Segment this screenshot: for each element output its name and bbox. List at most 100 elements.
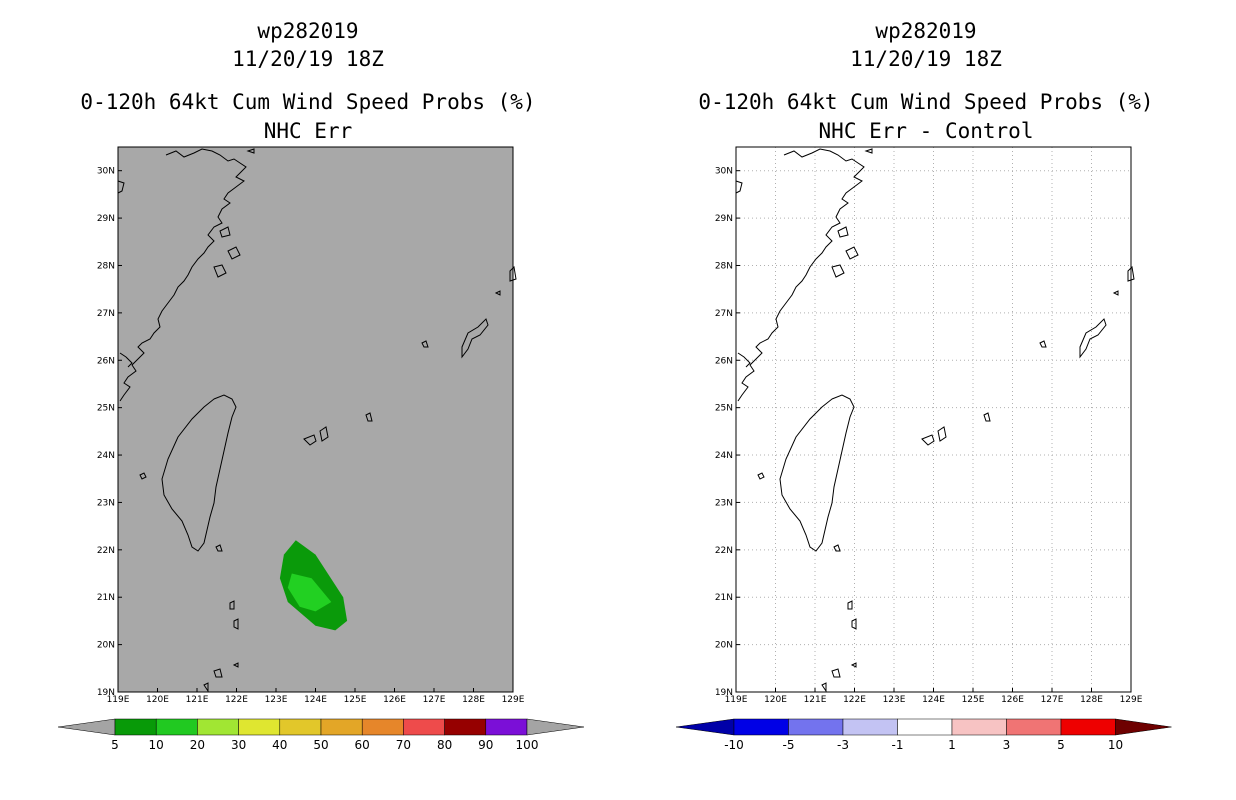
lon-tick-label: 129E <box>1120 695 1143 705</box>
lat-tick-label: 20N <box>97 641 115 651</box>
lon-tick-label: 129E <box>502 695 525 705</box>
colorbar-label: 20 <box>190 738 205 752</box>
lat-tick-label: 29N <box>715 214 733 224</box>
lat-tick-label: 30N <box>715 167 733 177</box>
lon-tick-label: 127E <box>1041 695 1064 705</box>
colorbar-segment <box>897 718 953 736</box>
left-map: 119E 120E 121E 122E 123E 124E 125E 126E 127E 128E… <box>97 146 525 705</box>
colorbar-segment <box>279 718 322 736</box>
colorbar-end-triangle <box>526 718 585 736</box>
lon-tick-label: 125E <box>962 695 985 705</box>
lat-tick-label: 25N <box>97 404 115 414</box>
colorbar-label: 70 <box>396 738 411 752</box>
lon-tick-label: 120E <box>764 695 787 705</box>
lon-tick-label: 122E <box>843 695 866 705</box>
lon-tick-label: 119E <box>725 695 748 705</box>
lon-tick-label: 128E <box>462 695 485 705</box>
left-title-datetime: 11/20/19 18Z <box>232 47 384 71</box>
left-axis-ticks: 119E 120E 121E 122E 123E 124E 125E 126E 127E 128E… <box>97 167 525 705</box>
colorbar-end-triangle <box>1115 718 1172 736</box>
right-map: 119E 120E 121E 122E 123E 124E 125E 126E 127E 128E… <box>715 146 1143 705</box>
colorbar-segment <box>951 718 1007 736</box>
lon-tick-label: 123E <box>883 695 906 705</box>
colorbar-segment <box>320 718 363 736</box>
colorbar-label: -10 <box>724 738 744 752</box>
colorbar-segment <box>197 718 239 736</box>
colorbar-label: 90 <box>478 738 493 752</box>
colorbar-segment <box>114 718 157 736</box>
lon-tick-label: 119E <box>107 695 130 705</box>
colorbar-label: 1 <box>948 738 956 752</box>
colorbar-segment <box>238 718 281 736</box>
colorbar-segment <box>842 718 898 736</box>
colorbar-segment <box>788 718 844 736</box>
colorbar-label: 5 <box>1057 738 1065 752</box>
lat-tick-label: 21N <box>97 593 115 603</box>
lat-tick-label: 20N <box>715 641 733 651</box>
colorbar-label: 30 <box>231 738 246 752</box>
right-panel: wp282019 11/20/19 18Z 0-120h 64kt Cum Wi… <box>675 19 1172 752</box>
lat-tick-label: 28N <box>97 261 115 271</box>
colorbar-segment <box>485 718 528 736</box>
colorbar-label: 80 <box>437 738 452 752</box>
lat-tick-label: 19N <box>715 688 733 698</box>
colorbar-label: 40 <box>272 738 287 752</box>
lat-tick-label: 27N <box>97 309 115 319</box>
lat-tick-label: 27N <box>715 309 733 319</box>
colorbar-start-triangle <box>675 718 735 736</box>
lon-tick-label: 126E <box>1001 695 1024 705</box>
left-prob-region-10-20 <box>287 573 332 612</box>
lat-tick-label: 26N <box>97 356 115 366</box>
lon-tick-label: 122E <box>225 695 248 705</box>
lat-tick-label: 26N <box>715 356 733 366</box>
colorbar-label: -1 <box>892 738 904 752</box>
lon-tick-label: 124E <box>304 695 327 705</box>
lat-tick-label: 22N <box>97 546 115 556</box>
lat-tick-label: 24N <box>715 451 733 461</box>
colorbar-segment <box>361 718 404 736</box>
lat-tick-label: 19N <box>97 688 115 698</box>
lat-tick-label: 25N <box>715 404 733 414</box>
lat-tick-label: 22N <box>715 546 733 556</box>
colorbar-segment <box>444 718 487 736</box>
lon-tick-label: 127E <box>423 695 446 705</box>
lat-tick-label: 23N <box>97 498 115 508</box>
colorbar-segment <box>155 718 198 736</box>
colorbar-label: 5 <box>111 738 119 752</box>
left-title-storm-id: wp282019 <box>257 19 358 43</box>
lon-tick-label: 121E <box>804 695 827 705</box>
lat-tick-label: 23N <box>715 498 733 508</box>
colorbar-label: -3 <box>837 738 849 752</box>
right-title-product: 0-120h 64kt Cum Wind Speed Probs (%) <box>698 90 1153 114</box>
lat-tick-label: 30N <box>97 167 115 177</box>
colorbar-label: 60 <box>355 738 370 752</box>
lat-tick-label: 21N <box>715 593 733 603</box>
lat-tick-label: 24N <box>97 451 115 461</box>
right-title-datetime: 11/20/19 18Z <box>850 47 1002 71</box>
colorbar-label: 10 <box>1108 738 1123 752</box>
left-colorbar: 5 10 20 30 40 50 60 70 80 90 100 <box>57 718 585 752</box>
colorbar-label: 50 <box>313 738 328 752</box>
colorbar-label: 3 <box>1003 738 1011 752</box>
left-title-subtitle: NHC Err <box>264 119 353 143</box>
lon-tick-label: 126E <box>383 695 406 705</box>
colorbar-label: -5 <box>783 738 795 752</box>
right-axis-ticks: 119E 120E 121E 122E 123E 124E 125E 126E 127E 128E… <box>715 167 1143 705</box>
lat-tick-label: 28N <box>715 261 733 271</box>
colorbar-label: 10 <box>149 738 164 752</box>
lon-tick-label: 124E <box>922 695 945 705</box>
right-title-subtitle: NHC Err - Control <box>819 119 1034 143</box>
right-title-storm-id: wp282019 <box>875 19 976 43</box>
lon-tick-label: 123E <box>265 695 288 705</box>
lon-tick-label: 121E <box>186 695 209 705</box>
colorbar-segment <box>1060 718 1116 736</box>
lon-tick-label: 128E <box>1080 695 1103 705</box>
lon-tick-label: 120E <box>146 695 169 705</box>
right-colorbar: -10 -5 -3 -1 1 3 5 10 <box>675 718 1172 752</box>
colorbar-segment <box>403 718 445 736</box>
left-panel: wp282019 11/20/19 18Z 0-120h 64kt Cum Wi… <box>57 19 585 752</box>
colorbar-segment <box>733 718 789 736</box>
lat-tick-label: 29N <box>97 214 115 224</box>
colorbar-segment <box>1006 718 1062 736</box>
